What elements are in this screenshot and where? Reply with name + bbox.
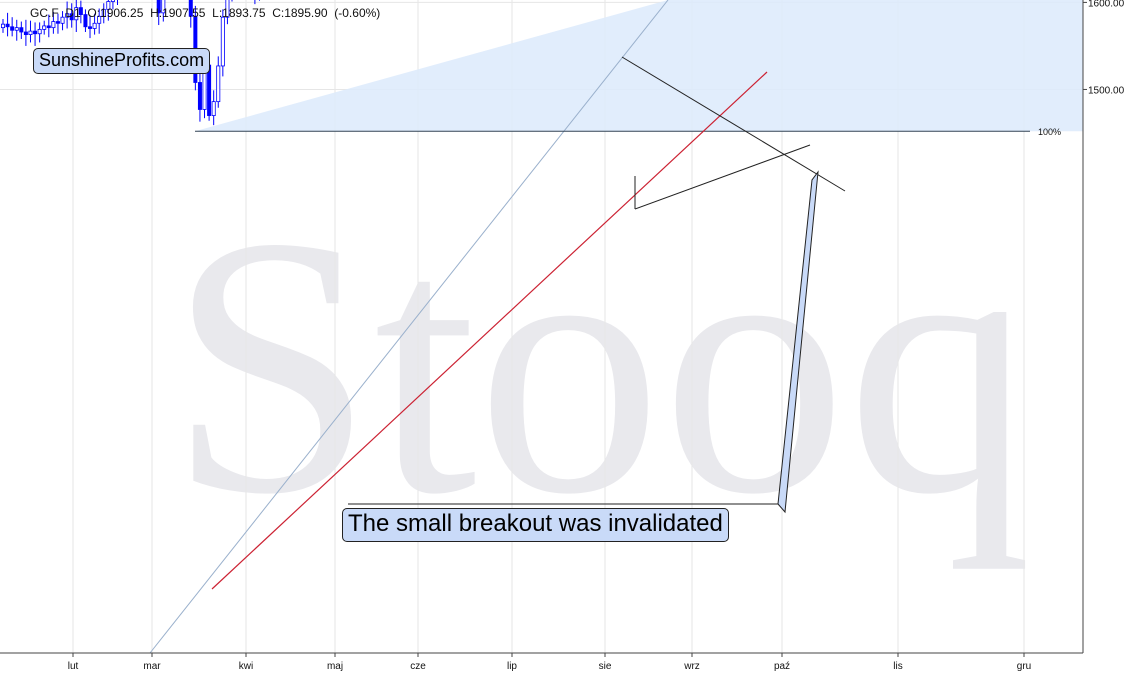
x-tick-label: gru bbox=[1017, 661, 1031, 672]
x-tick-label: cze bbox=[410, 661, 426, 672]
interval-label: D1 bbox=[65, 6, 81, 20]
callout-pointer bbox=[777, 170, 819, 514]
x-tick-label: maj bbox=[327, 661, 343, 672]
fibonacci-levels: 0%38.2%50%61.8%100% bbox=[195, 127, 1061, 137]
y-tick-label: 1500.00 bbox=[1088, 85, 1125, 96]
x-tick-label: wrz bbox=[683, 661, 700, 672]
x-tick-label: sie bbox=[599, 661, 612, 672]
candle-body bbox=[211, 101, 216, 116]
x-tick-label: paź bbox=[774, 661, 790, 672]
candle-body bbox=[101, 8, 106, 17]
high-value: H:1907.55 bbox=[150, 6, 206, 20]
candle-body bbox=[37, 28, 42, 35]
candle-body bbox=[78, 7, 83, 15]
candle-body bbox=[60, 16, 65, 24]
x-tick-label: lip bbox=[507, 661, 517, 672]
trend-lines bbox=[211, 56, 846, 590]
candle-body bbox=[14, 27, 19, 31]
candle-body bbox=[69, 13, 74, 21]
fib-label: 100% bbox=[1038, 127, 1061, 137]
channel-fill bbox=[195, 0, 1083, 132]
candle-body bbox=[55, 21, 60, 24]
candle-body bbox=[225, 0, 230, 18]
candle-body bbox=[0, 23, 6, 29]
candle-body bbox=[19, 27, 24, 33]
candle-body bbox=[92, 22, 97, 29]
annotation-callout: The small breakout was invalidated bbox=[342, 508, 729, 542]
low-value: L:1893.75 bbox=[212, 6, 266, 20]
y-tick-label: 1600.00 bbox=[1088, 0, 1125, 9]
support-trendline bbox=[211, 71, 768, 590]
open-value: O:1906.25 bbox=[87, 6, 144, 20]
candle-body bbox=[110, 0, 115, 2]
candle-body bbox=[197, 82, 202, 110]
candle-body bbox=[28, 30, 33, 36]
change-value: (-0.60%) bbox=[334, 6, 381, 20]
candle-body bbox=[42, 25, 47, 30]
candle-body bbox=[83, 14, 88, 28]
candle-body bbox=[188, 0, 193, 17]
candle-body bbox=[156, 0, 161, 14]
candle-body bbox=[33, 30, 38, 35]
channel-upper-edge bbox=[149, 0, 669, 654]
candle-body bbox=[10, 26, 15, 31]
trend-channel bbox=[149, 0, 1083, 654]
candle-body bbox=[74, 7, 79, 21]
close-value: C:1895.90 bbox=[272, 6, 328, 20]
candle-body bbox=[220, 16, 225, 67]
chart-axes: 1500.001600.001700.001800.001900.002000.… bbox=[0, 0, 1125, 672]
stooq-watermark: Stooq bbox=[168, 161, 1032, 571]
x-tick-label: lis bbox=[893, 661, 902, 672]
triangle-lower-line bbox=[634, 144, 811, 210]
candle-body bbox=[88, 26, 93, 29]
watermark-layer: Stooq bbox=[168, 161, 1032, 571]
x-tick-label: kwi bbox=[239, 661, 253, 672]
x-tick-label: mar bbox=[143, 661, 161, 672]
x-tick-label: lut bbox=[68, 661, 79, 672]
candle-body bbox=[51, 21, 56, 29]
candle-body bbox=[46, 25, 51, 29]
candle-body bbox=[161, 0, 166, 14]
candle-body bbox=[216, 65, 221, 103]
ohlc-header: GC.F D1 O:1906.25 H:1907.55 L:1893.75 C:… bbox=[30, 6, 380, 20]
candle-body bbox=[97, 15, 102, 24]
brand-label: SunshineProfits.com bbox=[33, 48, 211, 74]
candle-body bbox=[106, 1, 111, 10]
candle-body bbox=[23, 31, 28, 36]
candle-body bbox=[65, 13, 70, 18]
symbol-label: GC.F bbox=[30, 6, 59, 20]
triangle-upper-line bbox=[621, 56, 846, 192]
candle-body bbox=[5, 23, 10, 28]
